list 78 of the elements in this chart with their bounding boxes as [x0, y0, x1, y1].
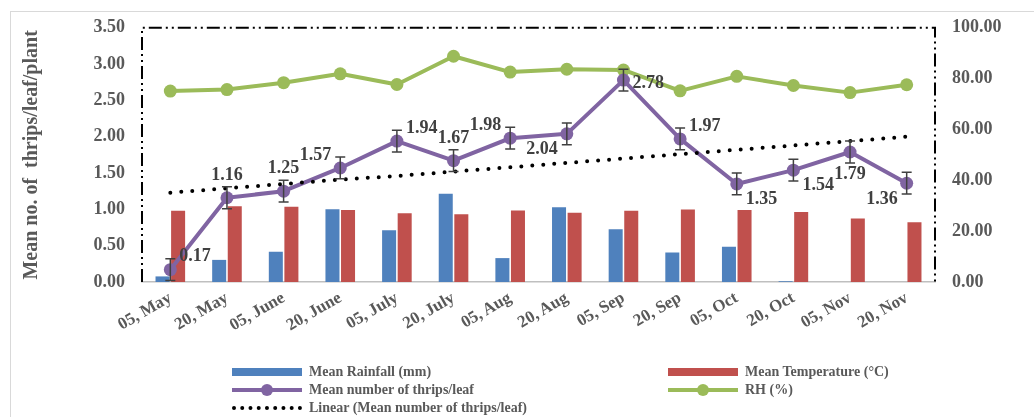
- data-label: 1.36: [866, 187, 898, 208]
- point: [503, 65, 517, 79]
- y-tick-label: 3.50: [93, 16, 125, 37]
- bar: [227, 206, 242, 282]
- point: [843, 86, 857, 100]
- point: [333, 67, 347, 81]
- y-tick-label: 1.50: [93, 161, 125, 182]
- bar: [608, 229, 623, 282]
- legend-label: Mean Temperature (°C): [745, 363, 889, 380]
- y-axis-title: Mean no. of thrips/leaf/plant: [19, 29, 43, 280]
- bar: [624, 210, 639, 282]
- y-tick-label: 2.00: [93, 125, 125, 146]
- bar: [438, 193, 453, 282]
- y2-tick-label: 100.00: [952, 16, 1002, 37]
- legend-label: Mean number of thrips/leaf: [309, 381, 475, 398]
- x-tick-label: 20, Aug: [514, 287, 572, 332]
- y-tick-label: 2.50: [93, 89, 125, 110]
- point: [673, 84, 687, 98]
- bar: [341, 210, 356, 282]
- bar: [397, 213, 412, 282]
- y2-tick-label: 0.00: [952, 270, 984, 291]
- bar: [567, 212, 582, 282]
- data-label: 1.94: [405, 116, 438, 137]
- y2-tick-label: 40.00: [952, 168, 993, 189]
- y-tick-label: 0.50: [93, 234, 125, 255]
- x-tick-label: 20, Sep: [629, 287, 685, 331]
- x-tick-label: 20, July: [399, 287, 459, 333]
- bar: [907, 222, 922, 282]
- x-tick-label: 20, Oct: [743, 287, 798, 331]
- bar: [454, 214, 469, 282]
- point: [447, 49, 461, 63]
- y2-tick-label: 80.00: [952, 67, 993, 88]
- bar: [680, 209, 695, 282]
- bar: [737, 210, 752, 282]
- data-label: 1.67: [437, 126, 470, 147]
- data-label: 1.54: [802, 173, 834, 194]
- point: [786, 79, 800, 92]
- bar: [850, 218, 865, 282]
- x-tick-label: 05, Sep: [573, 287, 628, 331]
- bar: [794, 212, 809, 282]
- legend-label: Mean Rainfall (mm): [309, 363, 432, 380]
- bar: [382, 230, 397, 282]
- data-label: 1.79: [834, 163, 866, 184]
- x-tick-label: 20, Nov: [853, 287, 912, 332]
- point: [390, 77, 404, 91]
- bar: [665, 252, 680, 282]
- x-tick-label: 05, Oct: [686, 287, 742, 331]
- bar: [284, 206, 299, 282]
- y2-tick-label: 60.00: [952, 118, 993, 139]
- legend-label: RH (%): [745, 381, 793, 398]
- bar: [325, 209, 340, 282]
- y-tick-label: 1.00: [93, 198, 125, 219]
- x-tick-label: 05, July: [342, 287, 402, 333]
- point: [560, 62, 574, 76]
- y2-tick-label: 20.00: [952, 219, 993, 240]
- data-label: 1.97: [689, 114, 721, 135]
- bar: [552, 207, 567, 282]
- bar: [495, 258, 510, 282]
- data-label: 1.25: [267, 157, 300, 178]
- point: [277, 76, 291, 90]
- bar: [155, 276, 170, 282]
- y-tick-label: 3.00: [93, 52, 125, 73]
- x-tick-label: 05, Aug: [457, 287, 515, 332]
- bar: [268, 251, 283, 282]
- bar: [721, 246, 736, 282]
- data-label: 1.57: [299, 143, 332, 164]
- bar: [510, 210, 525, 282]
- data-label: 1.35: [745, 187, 778, 208]
- point: [900, 78, 914, 92]
- bar: [212, 259, 227, 282]
- legend-label: Linear (Mean number of thrips/leaf): [309, 399, 528, 416]
- x-tick-label: 05, Nov: [797, 287, 855, 332]
- data-label: 2.04: [526, 138, 558, 159]
- point: [163, 84, 177, 98]
- data-label: 1.16: [211, 164, 243, 185]
- point: [730, 69, 744, 83]
- point: [220, 83, 234, 97]
- data-label: 1.98: [469, 113, 502, 134]
